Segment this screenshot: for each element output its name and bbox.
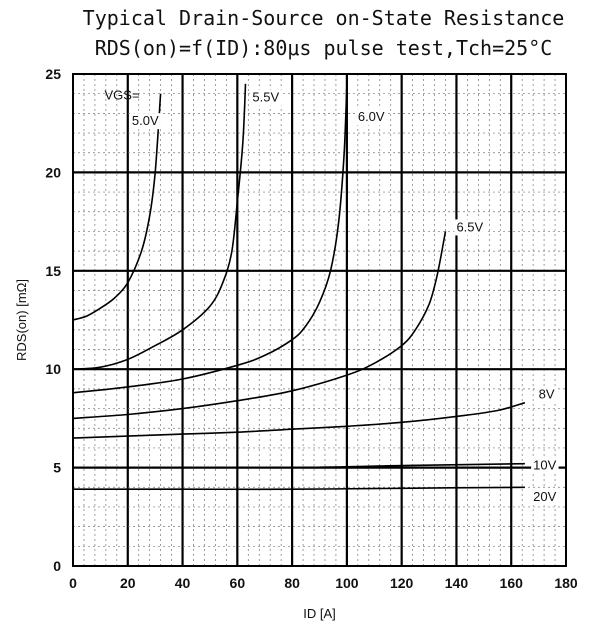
series-label: 10V (533, 458, 556, 473)
series-label: 5.5V (252, 90, 279, 105)
series-label-bg (250, 89, 282, 106)
x-tick-label: 140 (445, 575, 469, 591)
x-tick-label: 0 (69, 575, 77, 591)
x-axis-label: ID [A] (303, 606, 336, 621)
x-tick-label: 80 (284, 575, 300, 591)
y-tick-label: 10 (45, 361, 61, 377)
series-label-bg (454, 219, 486, 236)
series-line-6-0v (72, 83, 348, 394)
x-tick-label: 20 (120, 575, 136, 591)
y-tick-label: 20 (45, 164, 61, 180)
series-label-bg (355, 109, 387, 126)
x-tick-label: 60 (230, 575, 246, 591)
series-label: 6.5V (456, 219, 483, 234)
y-tick-label: 0 (53, 558, 61, 574)
series-label: 20V (533, 489, 556, 504)
x-tick-label: 40 (175, 575, 191, 591)
series-line-6-5v (72, 231, 447, 420)
series-label-bg (531, 489, 559, 506)
series-line-5-0v (72, 93, 162, 321)
y-tick-label: 5 (53, 460, 61, 476)
x-tick-label: 180 (554, 575, 578, 591)
series-line-20v (73, 486, 525, 491)
series-line-10v (73, 462, 525, 469)
x-tick-label: 100 (335, 575, 359, 591)
grid (73, 74, 566, 566)
series-label: 6.0V (358, 109, 385, 124)
series-line-8v (72, 401, 526, 439)
y-tick-label: 25 (45, 66, 61, 82)
series-label-bg (536, 386, 557, 403)
series-line-5-5v (72, 83, 247, 370)
series-label-bg (531, 457, 559, 474)
plot-frame (72, 73, 567, 567)
series-group: 5.0V 5.5V 6.0V 6.5V 8V 10V 20V (72, 83, 559, 506)
legend-header: VGS= (104, 88, 139, 103)
series-label-bg (129, 113, 161, 130)
y-axis-label: RDS(on) [mΩ] (14, 279, 29, 361)
y-tick-label: 15 (45, 263, 61, 279)
tick-labels: 0 20 40 60 80 100 120 140 160 180 0 5 10 15 20 25 (45, 66, 577, 591)
x-tick-label: 120 (390, 575, 414, 591)
series-label: 5.0V (132, 113, 159, 128)
x-tick-label: 160 (500, 575, 524, 591)
chart-subtitle: RDS(on)=f(ID):80μs pulse test,Tch=25°C (94, 36, 553, 60)
chart-title: Typical Drain-Source on-State Resistance (82, 6, 565, 30)
series-label: 8V (539, 387, 555, 402)
